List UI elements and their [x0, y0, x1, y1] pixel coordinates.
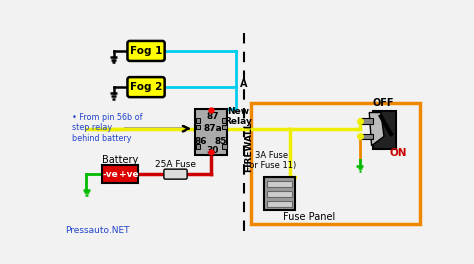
Bar: [373, 111, 396, 149]
Text: +ve: +ve: [119, 170, 138, 179]
Bar: [195, 109, 228, 155]
Bar: [267, 191, 292, 197]
Text: 85: 85: [215, 136, 228, 145]
Text: 87: 87: [206, 112, 219, 121]
Text: 3A Fuse
(or Fuse 11): 3A Fuse (or Fuse 11): [246, 150, 297, 170]
Text: 25A Fuse: 25A Fuse: [155, 161, 196, 169]
Text: -ve: -ve: [103, 170, 118, 179]
Bar: [264, 177, 295, 210]
Bar: [267, 181, 292, 187]
Bar: [222, 125, 227, 129]
Bar: [196, 125, 201, 129]
Bar: [196, 144, 201, 149]
Bar: [196, 118, 201, 122]
Bar: [222, 144, 227, 149]
Bar: [361, 134, 373, 139]
Text: 86: 86: [195, 136, 207, 145]
Text: • From pin 56b of
step relay
behind battery: • From pin 56b of step relay behind batt…: [72, 113, 142, 143]
Text: 87a: 87a: [203, 124, 222, 133]
Text: FIREWALL: FIREWALL: [245, 122, 254, 172]
Bar: [251, 102, 420, 224]
Bar: [222, 118, 227, 122]
Text: Fog 2: Fog 2: [130, 82, 162, 92]
Text: Battery: Battery: [101, 155, 138, 165]
Text: 30: 30: [207, 146, 219, 155]
FancyBboxPatch shape: [164, 169, 187, 179]
Bar: [361, 118, 373, 124]
Polygon shape: [369, 112, 384, 146]
Text: Fuse Panel: Fuse Panel: [283, 212, 335, 222]
Text: Fog 1: Fog 1: [130, 46, 162, 56]
Text: Pressauto.NET: Pressauto.NET: [65, 226, 130, 235]
FancyBboxPatch shape: [128, 77, 164, 97]
Text: A: A: [240, 79, 247, 89]
Text: OFF: OFF: [373, 97, 394, 107]
Text: New
Relay: New Relay: [224, 107, 252, 126]
Text: ON: ON: [390, 148, 408, 158]
Bar: [102, 165, 137, 183]
Bar: [267, 201, 292, 207]
FancyBboxPatch shape: [128, 41, 164, 61]
